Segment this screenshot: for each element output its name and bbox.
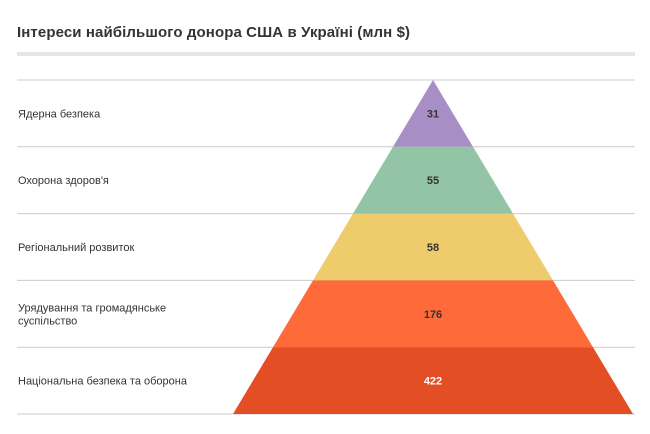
value-label: 422 [424,376,442,388]
category-label: Охорона здоров'я [18,175,109,187]
category-label: Ядерна безпека [18,108,101,120]
pyramid-segment [393,80,473,147]
value-label: 55 [427,175,439,187]
pyramid-segment [313,213,553,281]
value-label: 31 [427,108,439,120]
value-label: 58 [427,242,439,254]
pyramid-segment [353,146,513,214]
pyramid-segment [233,347,633,414]
title-divider [17,52,635,56]
value-label: 176 [424,309,442,321]
category-label: Національна безпека та оборона [18,376,188,388]
pyramid-segment [273,280,593,348]
chart-title: Інтереси найбільшого донора США в Україн… [17,24,411,41]
category-label: Регіональний розвиток [18,242,134,254]
category-label: Урядування та громадянське суспільство [18,302,166,327]
